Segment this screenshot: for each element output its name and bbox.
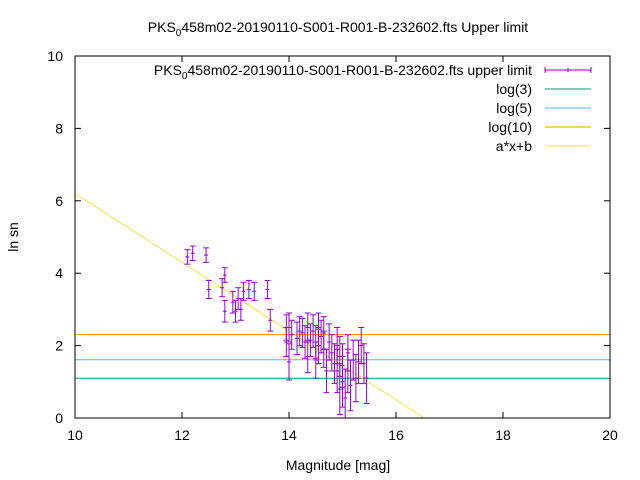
chart-title: PKS0458m02-20190110-S001-R001-B-232602.f…	[148, 19, 529, 39]
data-point	[264, 279, 271, 300]
y-tick-label: 0	[55, 410, 63, 426]
y-tick-label: 6	[55, 193, 63, 209]
legend-label: log(5)	[496, 100, 532, 116]
data-point	[294, 321, 301, 356]
y-tick-label: 8	[55, 120, 63, 136]
data-point	[221, 299, 228, 323]
data-points	[184, 245, 370, 419]
data-point	[221, 267, 228, 283]
data-point	[296, 316, 303, 347]
data-point	[229, 290, 236, 314]
data-point	[312, 341, 319, 379]
data-point	[237, 298, 244, 321]
fit-line	[74, 193, 425, 419]
data-point	[355, 339, 362, 385]
legend: PKS0458m02-20190110-S001-R001-B-232602.f…	[154, 62, 592, 154]
data-point	[232, 299, 239, 323]
data-point	[323, 348, 330, 394]
data-point	[315, 312, 322, 347]
data-point	[344, 334, 351, 372]
data-point	[334, 327, 341, 365]
plot-frame	[74, 55, 611, 419]
x-tick-label: 18	[495, 427, 511, 443]
fit-line-group	[74, 193, 425, 419]
data-point	[339, 343, 346, 388]
data-point	[205, 279, 212, 300]
y-tick-label: 2	[55, 338, 63, 354]
x-tick-label: 16	[388, 427, 404, 443]
data-point	[286, 312, 292, 343]
data-point	[245, 279, 252, 300]
data-point	[304, 312, 311, 343]
y-axis-label: ln sn	[5, 222, 21, 252]
data-point	[320, 316, 327, 350]
legend-label: log(3)	[496, 81, 532, 97]
data-point	[363, 352, 370, 405]
x-tick-label: 12	[174, 427, 190, 443]
data-point	[328, 334, 335, 372]
data-point	[350, 339, 357, 381]
data-point	[347, 359, 354, 412]
data-point	[184, 249, 191, 265]
data-point	[286, 343, 292, 381]
data-point	[352, 354, 359, 403]
y-tick-label: 4	[55, 265, 63, 281]
data-point	[219, 278, 226, 298]
data-point	[299, 317, 306, 348]
x-axis-label: Magnitude [mag]	[286, 457, 390, 473]
legend-label: PKS0458m02-20190110-S001-R001-B-232602.f…	[154, 62, 532, 82]
data-point	[326, 323, 333, 361]
data-point	[342, 368, 349, 419]
data-point	[288, 319, 295, 350]
data-point	[310, 314, 317, 348]
data-point	[240, 281, 247, 301]
data-point	[318, 319, 325, 354]
data-point	[358, 327, 365, 365]
legend-label: log(10)	[488, 119, 532, 135]
data-point	[189, 245, 196, 262]
data-point	[251, 281, 258, 301]
legend-label: a*x+b	[496, 138, 532, 154]
data-point	[360, 343, 367, 385]
data-point	[307, 323, 314, 357]
data-point	[203, 247, 210, 263]
x-tick-label: 10	[67, 427, 83, 443]
y-tick-label: 10	[47, 48, 63, 64]
x-tick-label: 14	[281, 427, 297, 443]
x-tick-label: 20	[602, 427, 618, 443]
data-point	[267, 308, 274, 332]
